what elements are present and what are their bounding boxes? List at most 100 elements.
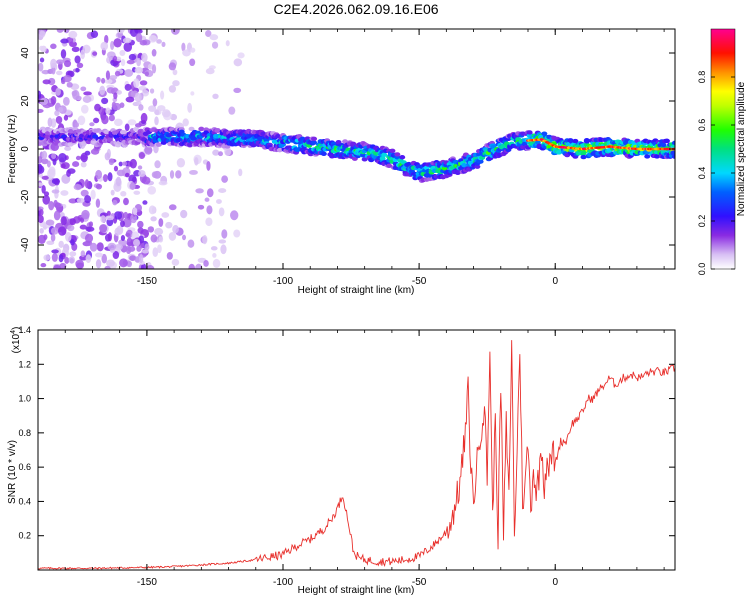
heatmap-cell — [39, 45, 44, 51]
heatmap-cell — [51, 153, 57, 160]
heatmap-cell — [144, 243, 150, 251]
heatmap-cell — [113, 38, 122, 48]
heatmap-cell — [65, 231, 72, 242]
colorbar-ticks: 0.0 0.2 0.4 0.6 0.8 — [697, 71, 735, 275]
heatmap-cell — [123, 42, 133, 52]
heatmap-cell — [175, 170, 182, 179]
heatmap-cell — [190, 91, 195, 96]
heatmap-cell — [114, 118, 123, 127]
heatmap-cell — [149, 88, 155, 94]
heatmap-cell — [205, 30, 212, 38]
heatmap-cell — [125, 96, 135, 103]
heatmap-cell — [526, 130, 533, 135]
heatmap-cell — [151, 171, 158, 179]
heatmap-cell — [42, 79, 51, 85]
heatmap-cell — [206, 160, 211, 171]
heatmap-cell — [101, 77, 106, 84]
snr-y-axis-label: SNR (10 * v/v) — [7, 440, 18, 504]
colorbar-tick-label: 0.6 — [697, 119, 707, 132]
heatmap-cell — [138, 86, 147, 91]
heatmap-cell — [139, 39, 148, 46]
heatmap-cell — [135, 33, 143, 43]
snr-scale-label: (x104) — [10, 327, 22, 354]
heatmap-cell — [187, 102, 193, 113]
heatmap-cell — [141, 176, 151, 185]
heatmap-cell — [211, 41, 219, 49]
heatmap-cell — [137, 227, 144, 234]
heatmap-cell — [106, 210, 111, 217]
heatmap-cell — [139, 254, 144, 264]
heatmap-cell — [152, 247, 159, 258]
heatmap-cell — [218, 239, 227, 244]
heatmap-cell — [389, 148, 396, 153]
heatmap-cell — [123, 197, 129, 206]
snr-x-tick-label: -100 — [273, 577, 293, 588]
heatmap-cell — [168, 62, 177, 71]
heatmap-cell — [71, 46, 80, 53]
heatmap-cell — [176, 157, 186, 168]
snr-x-ticks: -150 -100 -50 0 — [37, 330, 665, 588]
snr-plot-area — [38, 330, 675, 570]
heatmap-cell — [38, 234, 46, 244]
heatmap-cell — [181, 42, 186, 52]
heatmap-cell — [38, 141, 43, 146]
heatmap-cell — [379, 156, 386, 161]
heatmap-cell — [161, 41, 166, 47]
heatmap-cell — [51, 253, 58, 262]
heatmap-cell — [90, 189, 96, 200]
snr-x-tick-label: -150 — [137, 577, 157, 588]
heatmap-cell — [202, 234, 208, 245]
heatmap-cell — [64, 256, 70, 264]
heatmap-cell — [92, 51, 98, 56]
heatmap-cell — [120, 190, 127, 197]
heatmap-cell — [233, 229, 241, 238]
heatmap-cell — [54, 178, 60, 186]
heatmap-cell — [204, 197, 210, 202]
heatmap-cell — [102, 174, 108, 183]
heatmap-cell — [121, 161, 128, 166]
heatmap-cell — [76, 197, 85, 204]
heatmap-cell — [39, 97, 49, 106]
spectrogram-y-tick-label: 0 — [20, 146, 31, 152]
heatmap-cell — [180, 209, 188, 219]
heatmap-cell — [113, 165, 119, 172]
heatmap-cell — [157, 244, 162, 254]
heatmap-cell — [60, 190, 69, 196]
heatmap-cell — [228, 106, 236, 115]
spectrogram-y-tick-label: -40 — [20, 237, 31, 252]
heatmap-cell — [112, 250, 120, 260]
heatmap-cell — [83, 91, 92, 96]
heatmap-cell — [670, 150, 675, 155]
colorbar-tick-label: 0.2 — [697, 215, 707, 228]
heatmap-cell — [101, 253, 108, 264]
heatmap-cell — [120, 58, 126, 67]
heatmap-cell — [168, 231, 177, 241]
heatmap-cell — [221, 229, 228, 239]
snr-panel: -150 -100 -50 0 0.2 0.4 0.6 0.8 1.0 1.2 1.4 Heigh… — [7, 325, 676, 596]
heatmap-cell — [195, 263, 203, 269]
heatmap-cell — [107, 242, 117, 251]
heatmap-cell — [140, 112, 148, 123]
heatmap-cell — [583, 139, 590, 144]
heatmap-cell — [60, 38, 69, 44]
heatmap-cell — [99, 224, 108, 233]
heatmap-cell — [51, 189, 60, 194]
heatmap-cell — [104, 34, 109, 44]
heatmap-cell — [60, 49, 67, 59]
heatmap-cell — [58, 240, 64, 248]
heatmap-cell — [82, 44, 91, 54]
heatmap-cell — [119, 49, 126, 56]
heatmap-cell — [172, 80, 180, 87]
heatmap-cell — [63, 60, 72, 68]
heatmap-cell — [151, 48, 157, 57]
heatmap-cell — [55, 70, 63, 76]
heatmap-cell — [64, 146, 72, 151]
heatmap-cell — [43, 191, 50, 197]
heatmap-cell — [225, 40, 230, 47]
heatmap-cell — [206, 205, 213, 215]
heatmap-cell — [170, 29, 180, 35]
heatmap-cell — [53, 210, 61, 221]
spectrogram-y-ticks: -40 -20 0 20 40 — [20, 47, 675, 252]
heatmap-cell — [55, 59, 65, 65]
heatmap-cell — [206, 188, 214, 198]
